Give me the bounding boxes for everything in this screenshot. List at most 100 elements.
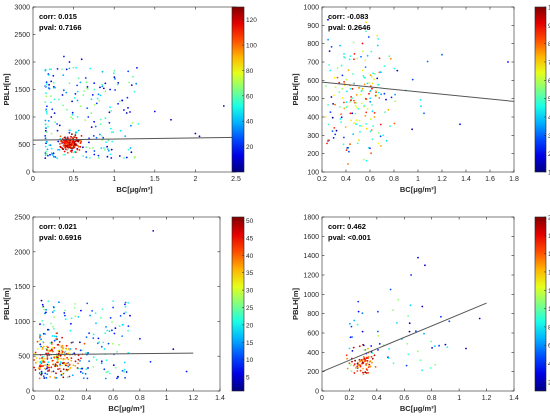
data-point [95, 136, 98, 139]
data-point [36, 348, 39, 350]
data-point [421, 369, 423, 372]
data-point [62, 89, 65, 92]
data-point [64, 153, 66, 156]
data-point [373, 112, 376, 114]
corr-annotation: corr: 0.462 [328, 222, 366, 231]
data-point [349, 143, 351, 146]
x-tick-label: 0.2 [55, 395, 65, 402]
data-point [108, 111, 111, 114]
data-point [44, 152, 47, 154]
data-point [59, 140, 62, 143]
data-point [100, 360, 103, 363]
x-tick-label: 1.4 [509, 395, 519, 402]
data-point [89, 157, 91, 159]
data-point [44, 367, 46, 370]
data-point [85, 368, 88, 370]
data-point [478, 317, 481, 320]
x-axis-label: BC[μg/m³] [108, 404, 145, 413]
data-point [46, 153, 48, 155]
corr-annotation: corr: 0.015 [39, 12, 77, 21]
y-tick-label: 0 [26, 389, 30, 396]
data-point [124, 376, 126, 379]
data-point [87, 367, 89, 369]
data-point [51, 359, 54, 362]
data-point [359, 359, 362, 362]
data-point [45, 81, 48, 83]
data-point [423, 332, 425, 335]
colorbar-tick-label: 16 [548, 251, 550, 258]
y-tick-label: 800 [307, 41, 319, 48]
data-point [353, 58, 355, 61]
data-point [64, 351, 67, 354]
y-tick-label: 1500 [14, 284, 30, 291]
data-point [370, 345, 373, 347]
data-point [459, 123, 461, 126]
data-point [59, 370, 62, 373]
data-point [77, 358, 80, 361]
data-point [90, 98, 93, 101]
data-point [367, 356, 370, 358]
data-point [86, 86, 89, 88]
data-point [127, 329, 129, 332]
data-point [79, 105, 82, 107]
data-point [369, 365, 372, 368]
data-point [45, 150, 48, 153]
data-point [80, 357, 82, 360]
data-point [107, 342, 110, 345]
data-point [68, 61, 71, 63]
data-point [417, 350, 419, 353]
data-point [89, 314, 91, 317]
data-point [46, 356, 49, 359]
data-point [46, 354, 49, 357]
data-point [114, 78, 116, 80]
data-point [44, 119, 47, 122]
data-point [90, 112, 93, 114]
data-point [57, 355, 60, 357]
data-point [60, 357, 62, 360]
y-axis-label: PBLH[m] [2, 287, 11, 320]
y-tick-label: 800 [307, 311, 319, 318]
data-point [366, 362, 369, 364]
data-point [118, 155, 121, 157]
data-point [222, 105, 225, 107]
data-point [107, 148, 109, 151]
data-point [359, 365, 362, 368]
data-point [118, 100, 121, 102]
data-point [44, 312, 46, 315]
data-point [419, 98, 422, 101]
data-point [58, 148, 61, 151]
data-point [63, 312, 66, 314]
data-point [68, 131, 71, 134]
data-point [440, 315, 442, 318]
data-point [367, 371, 369, 374]
data-point [118, 325, 121, 327]
data-point [42, 358, 45, 360]
data-point [383, 92, 386, 95]
data-point [397, 298, 400, 301]
data-point [88, 137, 90, 140]
data-point [86, 302, 89, 305]
data-point [46, 373, 49, 376]
data-point [431, 347, 433, 349]
data-point [370, 355, 373, 358]
x-tick-label: 2.5 [231, 176, 241, 183]
colorbar-tick-label: 10 [548, 5, 550, 12]
data-point [108, 372, 111, 375]
data-point [359, 130, 361, 133]
y-tick-label: 1400 [303, 253, 319, 260]
data-point [409, 304, 412, 307]
data-point [55, 372, 57, 375]
data-point [36, 360, 39, 363]
data-point [40, 374, 43, 376]
data-point [392, 309, 394, 312]
data-point [50, 101, 52, 104]
colorbar-tick-label: 35 [246, 270, 254, 277]
data-point [50, 357, 53, 360]
data-point [357, 310, 360, 313]
data-point [338, 81, 341, 84]
data-point [129, 314, 131, 317]
data-point [62, 141, 65, 144]
data-point [371, 352, 374, 355]
data-point [331, 130, 334, 133]
data-point [353, 319, 356, 322]
